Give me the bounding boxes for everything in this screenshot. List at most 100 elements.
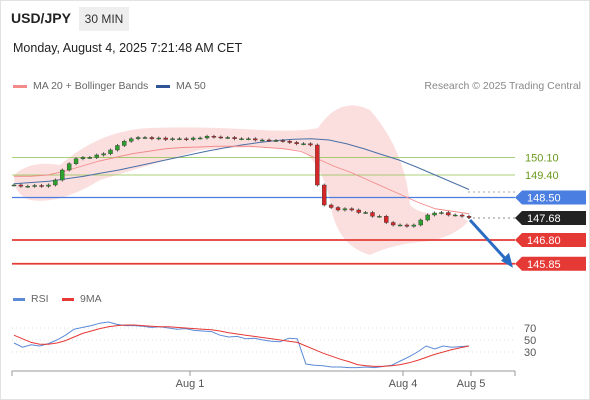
candle-body	[349, 208, 355, 211]
legend-rsi-label: RSI	[31, 293, 49, 305]
candle-body	[432, 212, 437, 216]
bollinger-band	[14, 105, 468, 255]
candle-body	[101, 153, 106, 156]
level-label: 148.50	[527, 193, 561, 205]
level-label: 146.80	[527, 235, 561, 247]
candle-body	[370, 212, 375, 217]
candle-body	[60, 169, 65, 181]
rsi-tick-label: 50	[524, 335, 536, 347]
candle-body	[39, 185, 44, 187]
level-tag	[515, 211, 586, 225]
candle-body	[218, 136, 224, 139]
candle-body	[53, 179, 58, 186]
candle-body	[390, 222, 396, 226]
candle-body	[253, 138, 258, 141]
forecast-arrow-head	[501, 252, 513, 268]
legend-bollinger: MA 20 + Bollinger Bands	[13, 80, 148, 92]
level-label: 150.10	[525, 153, 559, 165]
credit-text: Research © 2025 Trading Central	[424, 80, 581, 92]
candle-body	[66, 163, 72, 171]
legend-rsi: RSI	[13, 293, 49, 305]
candle-body	[156, 137, 161, 140]
candle-body	[246, 138, 251, 140]
level-label: 149.40	[525, 170, 559, 182]
candle-body	[342, 208, 348, 211]
rsi-ma-swatch	[62, 297, 74, 301]
candle-body	[80, 157, 86, 159]
candle-body	[177, 138, 182, 140]
candle-body	[135, 137, 141, 139]
candle-body	[149, 137, 155, 139]
legend-rsi-ma-label: 9MA	[80, 293, 102, 305]
candle-body	[94, 154, 99, 158]
x-tick-label: Aug 1	[176, 378, 205, 390]
candle-body	[397, 224, 403, 227]
candle-body	[322, 184, 327, 206]
candle-body	[18, 184, 24, 187]
forecast-arrow-shaft	[468, 218, 510, 263]
candle-body	[142, 137, 148, 139]
candle-body	[204, 136, 210, 139]
candle-body	[273, 140, 279, 142]
candle-body	[266, 139, 272, 142]
candle-body	[211, 136, 217, 138]
candle-body	[418, 219, 423, 226]
timestamp: Monday, August 4, 2025 7:21:48 AM CET	[13, 41, 243, 55]
candle-body	[87, 157, 93, 159]
candle-body	[184, 138, 189, 140]
candle-body	[377, 216, 382, 218]
candle-body	[363, 212, 368, 214]
legend-ma50: MA 50	[156, 80, 206, 92]
candle-body	[25, 186, 30, 188]
candle-body	[232, 137, 237, 139]
rsi-tick-label: 70	[524, 323, 536, 335]
candle-body	[32, 185, 37, 187]
level-tag	[515, 233, 586, 247]
candle-body	[225, 137, 230, 139]
legend-ma50-label: MA 50	[176, 80, 206, 92]
candle-body	[197, 137, 203, 140]
candle-body	[439, 212, 444, 214]
bollinger-swatch	[13, 84, 27, 88]
candle-body	[287, 141, 292, 143]
level-label: 145.85	[527, 259, 561, 271]
candle-body	[466, 216, 472, 218]
ma20-line	[14, 145, 470, 215]
candle-body	[280, 140, 286, 142]
candle-body	[453, 214, 458, 217]
candle-body	[425, 214, 430, 221]
candle-body	[294, 142, 299, 144]
x-tick-label: Aug 5	[457, 378, 486, 390]
x-tick-label: Aug 4	[389, 378, 418, 390]
candle-body	[122, 141, 127, 146]
candle-body	[328, 204, 334, 208]
candle-body	[170, 138, 175, 140]
candle-body	[308, 143, 313, 146]
candle-body	[301, 143, 306, 145]
candle-body	[191, 137, 196, 140]
rsi-swatch	[13, 297, 25, 301]
candle-body	[335, 207, 341, 211]
legend-rsi-ma: 9MA	[62, 293, 102, 305]
level-tag	[515, 256, 586, 271]
legend-bollinger-label: MA 20 + Bollinger Bands	[33, 80, 149, 92]
candle-body	[115, 145, 120, 151]
rsi-ma-line	[13, 324, 470, 367]
candle-body	[404, 224, 410, 227]
rsi-line	[13, 321, 470, 369]
candle-body	[315, 144, 320, 186]
candle-body	[259, 139, 265, 142]
ma50-line	[13, 138, 470, 190]
candle-body	[11, 184, 17, 187]
symbol-title: USD/JPY	[11, 10, 71, 26]
level-tag	[515, 190, 586, 205]
timeframe-badge[interactable]: 30 MIN	[79, 7, 129, 31]
candle-body	[239, 138, 244, 140]
candle-body	[108, 149, 113, 154]
ma50-swatch	[156, 84, 170, 88]
candle-body	[459, 214, 465, 217]
rsi-tick-label: 30	[524, 347, 536, 359]
candle-body	[411, 224, 417, 227]
candle-body	[384, 216, 389, 223]
